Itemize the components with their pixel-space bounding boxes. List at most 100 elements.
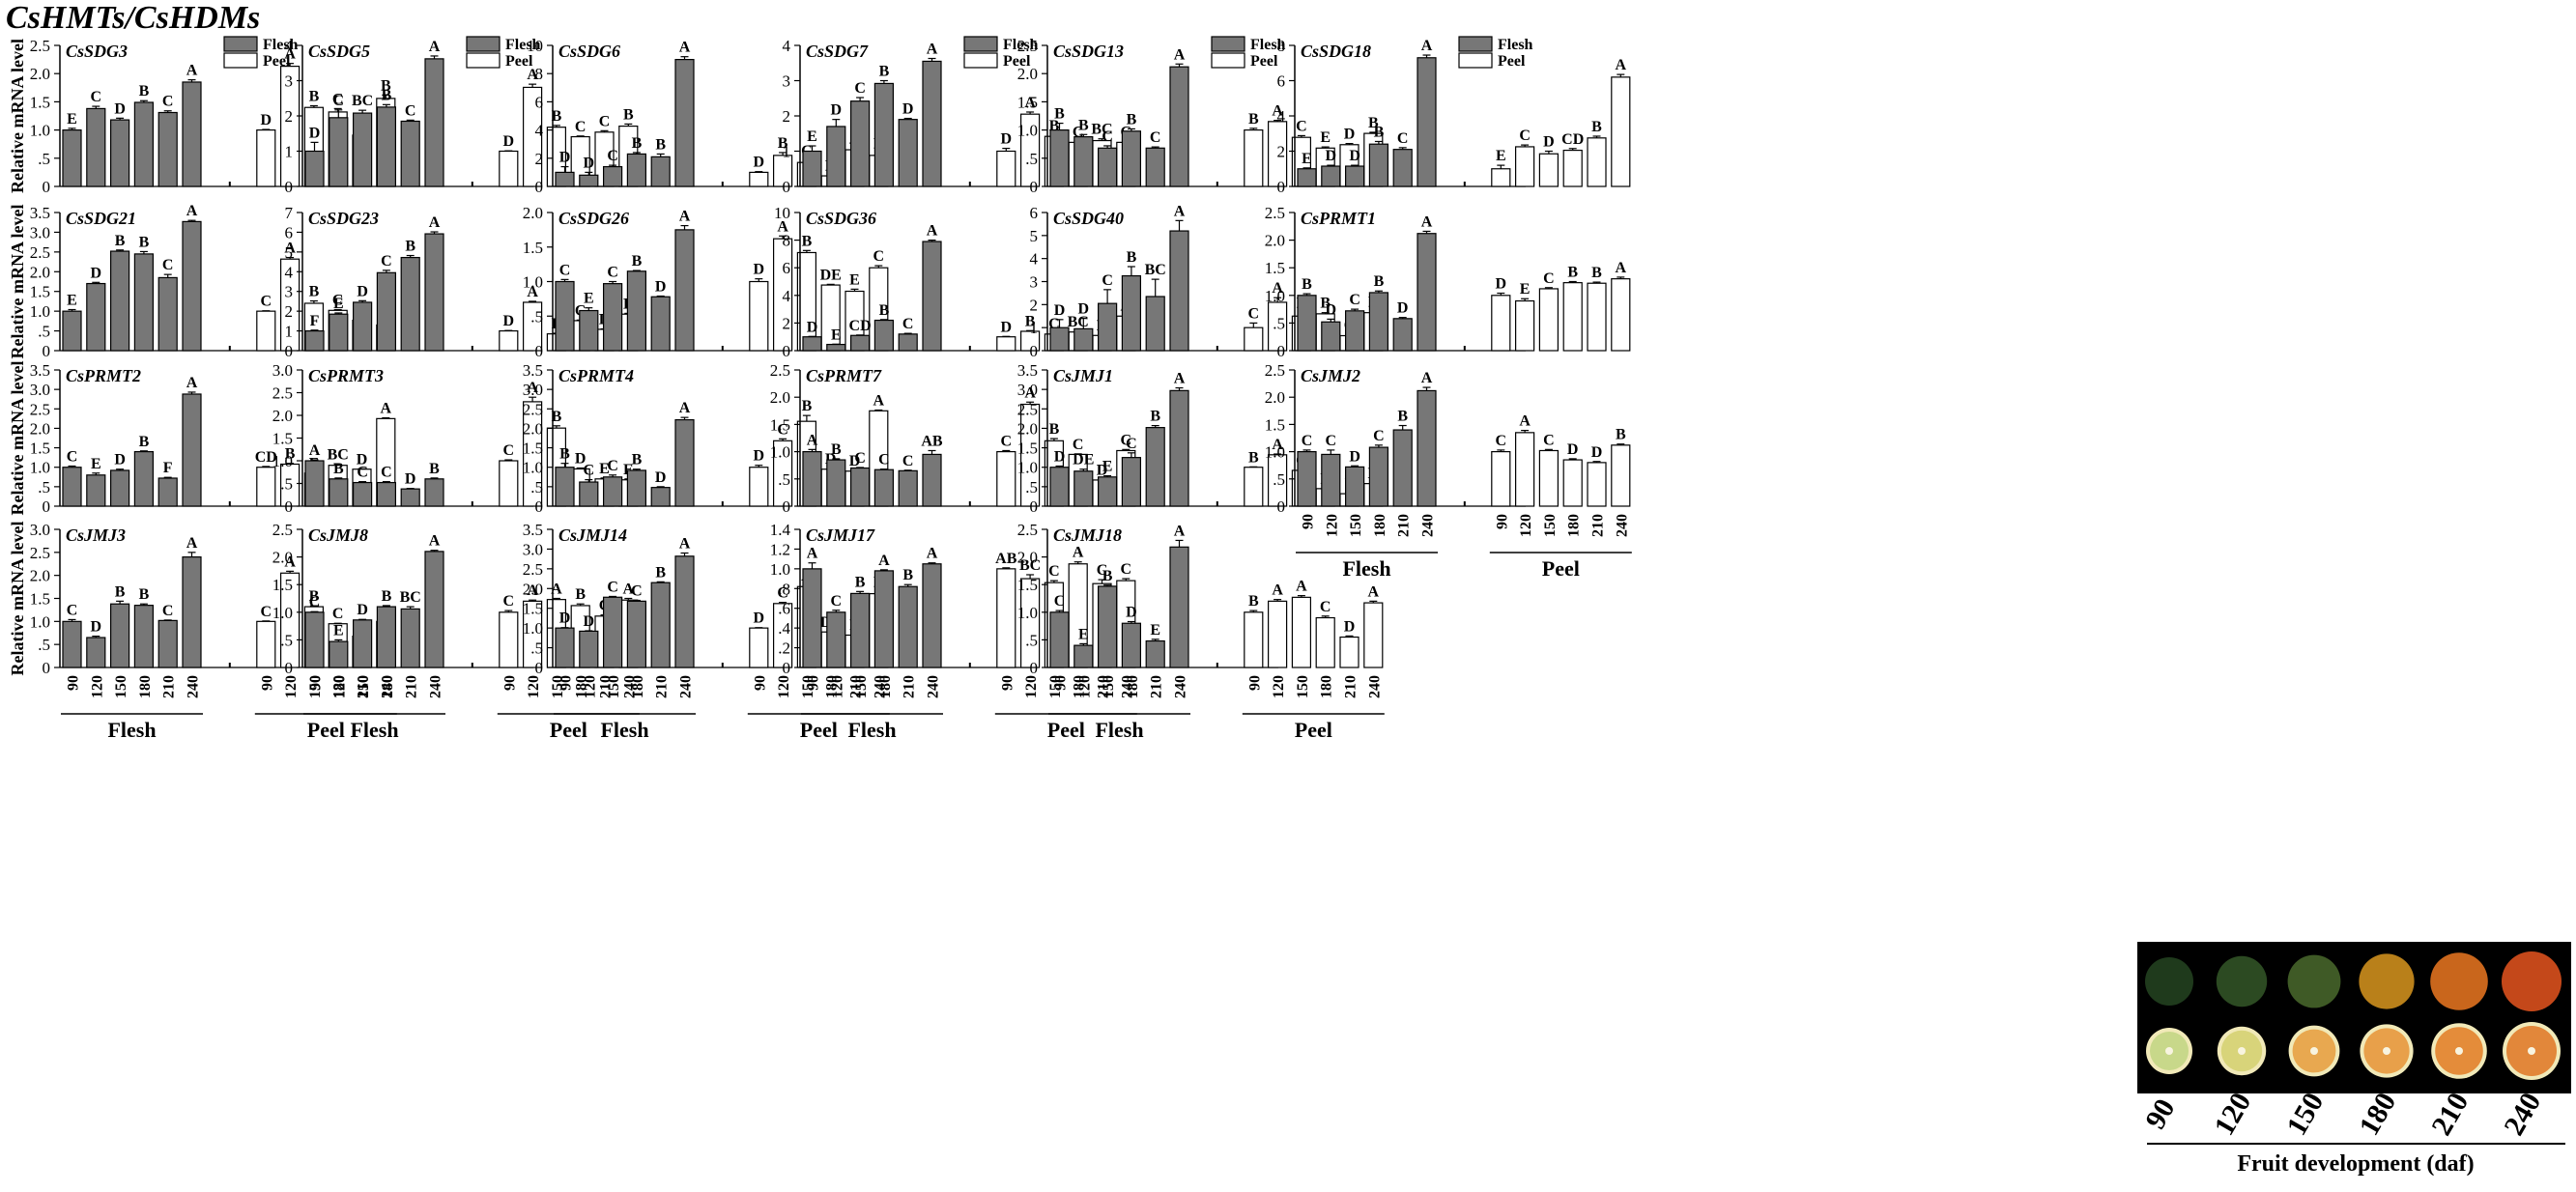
bar-flesh-90 [1297,451,1317,507]
significance-letter: B [1025,313,1036,329]
bar-flesh-90 [1049,611,1070,668]
bar-peel-240 [1611,444,1631,507]
y-tick-label: 0 [43,342,51,360]
bar-flesh-120 [1073,327,1094,352]
bar-flesh-150 [353,301,373,352]
legend-flesh-label: Flesh [263,37,299,53]
y-tick-label: 2 [535,150,544,168]
bar-flesh-120 [329,478,349,507]
bar-flesh-150 [849,100,871,187]
bar-peel-150 [1291,596,1312,668]
y-tick-label: 2.0 [30,419,50,438]
y-tick-label: 2 [285,107,294,126]
whole-fruit-240 [2502,951,2562,1011]
y-tick-label: 3.5 [30,204,50,222]
significance-letter: A [1421,370,1433,386]
bar-peel-240 [1611,76,1631,187]
y-tick-label: 3.0 [1017,381,1038,399]
significance-letter: A [1421,213,1433,230]
significance-letter: B [552,409,562,425]
y-tick-label: 1 [1030,319,1039,337]
significance-letter: E [91,456,101,472]
significance-letter: C [309,594,321,610]
bar-peel-120 [1514,432,1535,507]
x-tick-label: 90 [501,675,518,691]
bar-flesh-120 [329,313,349,352]
y-tick-label: 4 [783,37,791,55]
fruit-core [2383,1047,2390,1055]
bar-flesh-210 [157,111,178,187]
x-tick-label: 240 [678,675,695,698]
significance-letter: BC [1091,122,1112,138]
legend-peel-swatch [1211,52,1245,69]
bar-flesh-240 [674,418,695,507]
y-tick-label: 1.0 [1265,287,1285,305]
y-tick-label: 2.5 [1265,204,1285,222]
significance-letter: B [902,567,913,583]
group-label-peel: Peel [800,718,838,742]
bar-flesh-210 [1145,427,1165,507]
fruit-day-label: 90 [2139,1093,2182,1134]
panel-title: CsJMJ1 [1053,366,1113,385]
bar-flesh-210 [157,477,178,507]
significance-letter: C [357,465,368,481]
significance-letter: B [831,441,842,458]
significance-letter: C [91,89,102,105]
bar-flesh-180 [376,271,396,352]
x-tick-label: 240 [1173,675,1189,698]
bar-flesh-210 [400,488,420,507]
significance-letter: C [1150,129,1161,146]
legend-flesh-label: Flesh [1250,37,1286,53]
y-tick-label: 3 [285,72,294,91]
significance-letter: B [632,253,643,270]
bar-flesh-210 [650,582,671,668]
panel-title: CsPRMT2 [66,366,141,385]
significance-letter: D [1349,448,1360,465]
significance-letter: D [825,451,837,468]
bar-flesh-150 [1097,476,1118,507]
significance-letter: C [333,93,345,109]
bar-flesh-90 [1297,295,1317,352]
y-tick-label: 6 [285,223,294,241]
significance-letter: A [679,40,691,56]
bar-flesh-150 [109,119,130,187]
bar-flesh-150 [109,603,130,668]
bar-flesh-90 [555,627,575,668]
bar-peel-180 [1562,149,1583,187]
significance-letter: C [1519,128,1531,144]
x-tick-label: 150 [113,675,129,698]
x-tick-label: 120 [331,675,348,698]
bar-flesh-180 [1121,274,1142,352]
bar-flesh-90 [62,467,82,507]
significance-letter: D [1496,276,1507,293]
x-tick-label: 240 [186,675,202,698]
x-tick-label: 210 [1149,675,1165,698]
y-tick-label: 2.5 [30,400,50,418]
significance-letter: E [67,293,77,309]
bar-flesh-240 [674,229,695,352]
significance-letter: B [855,574,866,590]
significance-letter: B [1248,593,1259,610]
bar-peel-90 [749,280,769,352]
significance-letter: C [261,294,272,310]
bar-flesh-90 [62,620,82,668]
significance-letter: E [1496,148,1506,164]
y-tick-label: 2.0 [272,407,293,425]
y-tick-label: 1.5 [30,440,50,458]
legend-flesh-swatch [1211,36,1245,52]
group-label-peel: Peel [1047,718,1085,742]
y-tick-label: .5 [530,639,543,658]
whole-fruit-150 [2287,954,2341,1008]
y-tick-label: 4 [1030,250,1039,269]
y-tick-label: 3.5 [523,521,543,539]
x-tick-label: 210 [1590,514,1607,537]
y-tick-label: 3.5 [1017,361,1038,380]
group-label-peel: Peel [307,718,345,742]
significance-letter: C [381,465,392,481]
y-tick-label: 3.0 [523,381,543,399]
significance-letter: E [623,462,634,478]
significance-letter: B [1248,111,1259,128]
bar-flesh-240 [182,393,202,507]
y-tick-label: 3 [285,283,294,301]
